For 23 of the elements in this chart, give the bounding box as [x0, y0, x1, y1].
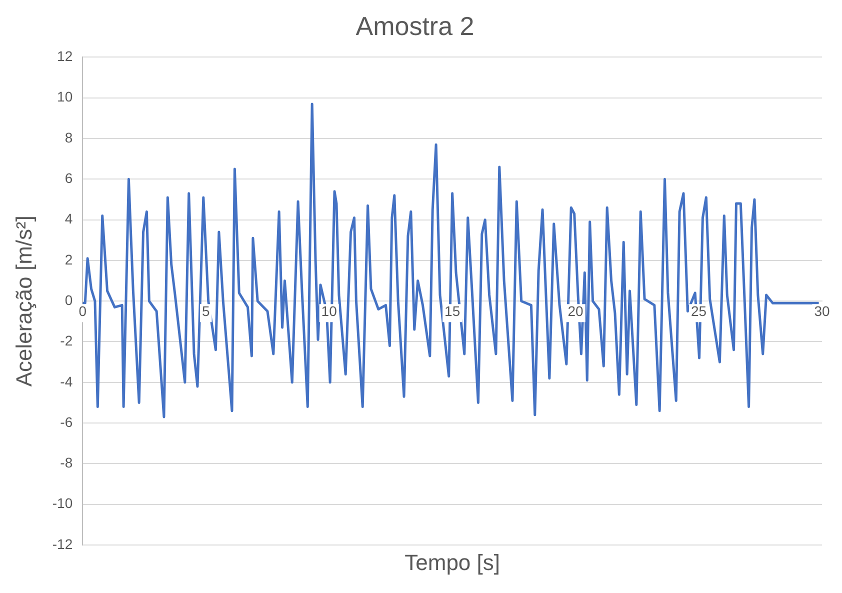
y-tick-label: 8 — [64, 129, 73, 146]
y-tick-label: 0 — [64, 292, 73, 308]
x-tick-label: 5 — [202, 302, 210, 319]
y-tick-label: -10 — [52, 495, 73, 512]
y-axis-title: Aceleração [m/s²] — [11, 216, 36, 387]
x-tick-label: 10 — [321, 302, 338, 319]
y-tick-label: -4 — [60, 373, 73, 390]
x-tick-label: 30 — [814, 302, 830, 319]
x-tick-label: 25 — [690, 302, 707, 319]
y-tick-label: 6 — [64, 170, 73, 186]
y-tick-label: 10 — [57, 88, 73, 105]
y-tick-label: -2 — [60, 332, 73, 349]
y-tick-label: -12 — [52, 536, 73, 552]
y-tick-label: -6 — [60, 414, 73, 430]
y-tick-label: 4 — [64, 210, 73, 227]
x-tick-label: 15 — [444, 302, 460, 319]
x-axis-title: Tempo [s] — [404, 550, 500, 576]
x-tick-label: 0 — [78, 302, 87, 319]
x-tick-label: 20 — [568, 302, 584, 319]
chart-title: Amostra 2 — [356, 10, 474, 41]
y-tick-label: 12 — [57, 48, 73, 64]
y-tick-label: 2 — [64, 251, 73, 268]
y-tick-label: -8 — [60, 454, 73, 471]
